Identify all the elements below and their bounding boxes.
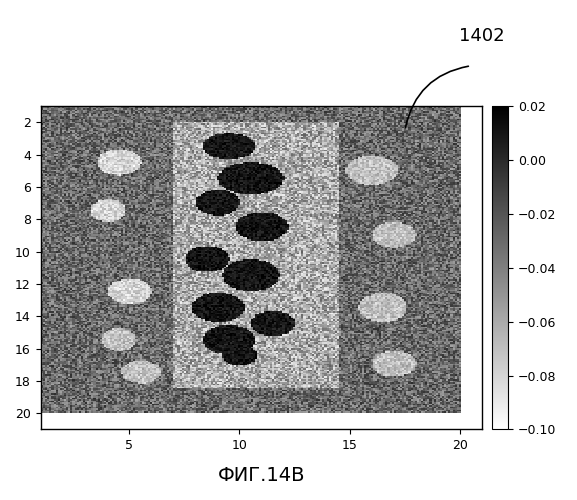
- Text: 1402: 1402: [459, 26, 505, 44]
- X-axis label: ФИГ.14В: ФИГ.14В: [218, 466, 305, 485]
